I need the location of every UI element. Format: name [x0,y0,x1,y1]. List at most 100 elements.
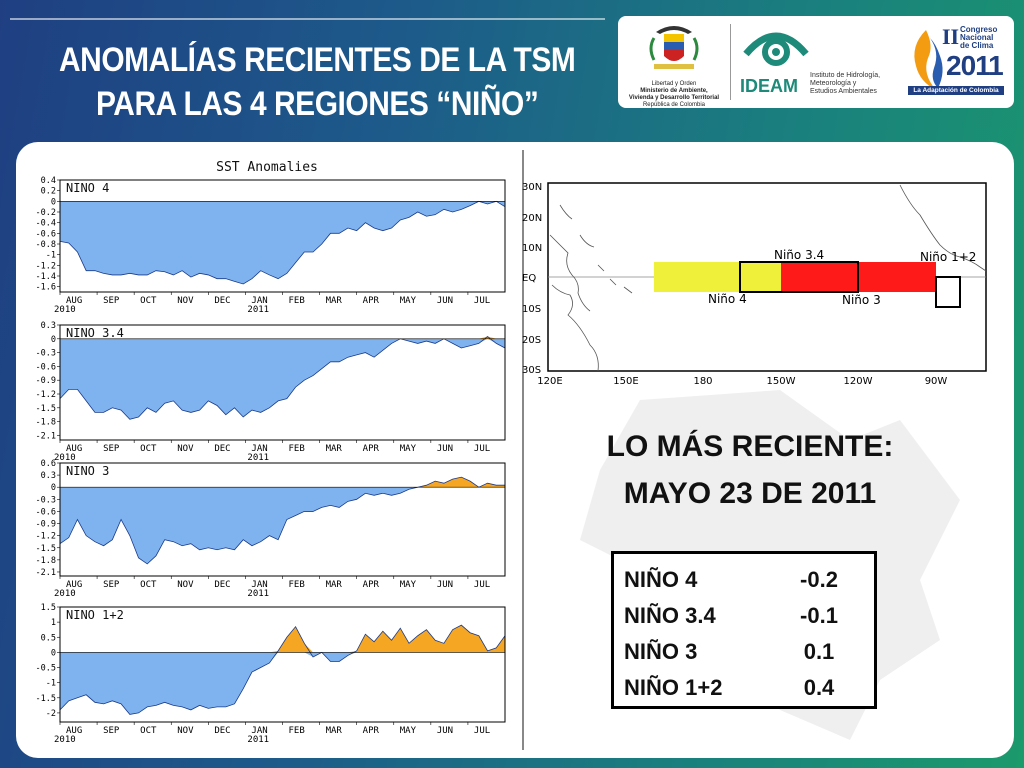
month-label: AUG [66,444,82,454]
lat-tick-label: 20S [522,335,541,346]
negative-anomaly-area [60,652,505,715]
nino4-region [654,262,781,292]
y-tick-label: -1.2 [36,261,56,271]
y-tick-label: -0.8 [36,240,56,250]
month-label: JUN [437,726,453,736]
logo-separator [730,24,731,100]
y-tick-label: -0.9 [36,376,56,386]
y-tick-label: 0 [51,335,56,345]
ministry-text-line1: Ministerio de Ambiente, [640,88,708,94]
month-label: OCT [140,444,157,454]
ideam-text-line1: Instituto de Hidrología, [810,72,881,79]
y-tick-label: 0.6 [41,459,56,469]
month-label: NOV [177,296,194,306]
sst-panel: 1.5 1 0.5 0 -0.5 -1 -1.5 -2 NINO 1+2 AUG SEP OCT NOV… [36,603,506,745]
region-value: -0.1 [800,603,838,628]
anomaly-line [59,624,506,715]
y-tick-label: 0.3 [41,321,56,331]
y-tick-label: -1.5 [36,544,56,554]
region-name: NIÑO 4 [624,567,698,592]
coat-of-arms-icon [649,26,699,69]
congress-roman: II [942,24,960,49]
month-label: MAY [400,296,417,306]
year-label-mid: 2011 [247,589,269,599]
positive-anomaly-area [60,477,505,488]
y-tick-label: -2 [46,709,56,719]
lat-tick-label: 30N [522,182,542,193]
month-label: SEP [103,296,120,306]
lon-tick-label: 90W [925,376,948,387]
lat-tick-label: EQ [522,273,536,284]
y-tick-label: 1 [51,618,56,628]
month-label: JUL [474,444,490,454]
latest-values-table: NIÑO 4 -0.2 NIÑO 3.4 -0.1 NIÑO 3 0.1 NIÑ… [611,551,877,709]
congress-text-1: Congreso [960,25,998,34]
region-value: 0.1 [803,639,835,664]
month-label: MAR [326,444,343,454]
month-label: FEB [289,296,305,306]
region-name: NIÑO 1+2 [624,675,723,700]
table-row: NIÑO 3 0.1 [624,634,864,670]
month-label: SEP [103,726,120,736]
ministry-text-line2: Vivienda y Desarrollo Territorial [628,95,720,101]
month-label: DEC [214,296,230,306]
month-label: AUG [66,580,82,590]
sst-panel: 0.40.20-0.2-0.4-0.6-0.8-1-1.2-1.4-1.6 NIN… [36,176,506,315]
month-label: JUN [437,444,453,454]
month-label: FEB [289,580,305,590]
y-tick-label: 0.5 [41,633,56,643]
month-label: APR [363,296,380,306]
month-label: JUL [474,580,490,590]
y-tick-label: -1.5 [36,694,56,704]
year-label-start: 2010 [54,589,76,599]
month-label: DEC [214,726,230,736]
lon-tick-label: 180 [693,376,712,387]
month-label: OCT [140,296,157,306]
lon-tick-label: 150E [613,376,638,387]
region-name: NIÑO 3.4 [624,603,716,628]
lon-tick-label: 120E [537,376,562,387]
y-tick-label: -1.4 [36,272,56,282]
ideam-text-line3: Estudios Ambientales [810,88,877,95]
negative-anomaly-area [60,201,505,284]
ideam-logo: IDEAM Instituto de Hidrología, Meteorolo… [736,22,896,102]
year-label-start: 2010 [54,453,76,463]
recent-date: MAYO 23 DE 2011 [623,477,877,510]
y-tick-label: 0.3 [41,471,56,481]
label-nino3: Niño 3 [842,293,881,307]
sst-anomalies-chart: SST Anomalies 0.40.20-0.2-0.4-0.6-0.8-1-… [36,160,506,745]
y-tick-label: -1.6 [36,283,56,293]
y-tick-label: 0.2 [41,187,56,197]
region-value: 0.4 [803,675,835,700]
congress-banner: La Adaptación de Colombia [908,86,1004,95]
y-tick-label: -1 [46,251,56,261]
top-rule [10,18,605,20]
month-label: JAN [251,726,267,736]
month-label: JAN [251,296,267,306]
sst-panel: 0.3 0 -0.3 -0.6 -0.9 -1.2 -1.5 -1.8 -2.1 NINO 3.4… [36,321,506,463]
ministry-text-motto: Libertad y Orden [651,81,697,87]
panel-title: NINO 3.4 [66,326,124,340]
month-label: AUG [66,296,82,306]
y-tick-label: 0 [51,648,56,658]
month-label: DEC [214,580,230,590]
month-label: JUL [474,296,490,306]
month-label: MAY [400,444,417,454]
congress-text-3: de Clima [960,41,994,50]
panel-title: NINO 3 [66,464,109,478]
ideam-name: IDEAM [740,76,798,96]
y-tick-label: -1.5 [36,404,56,414]
month-label: FEB [289,444,305,454]
anomaly-line [59,476,505,565]
month-label: OCT [140,726,157,736]
month-label: MAY [400,580,417,590]
month-label: JUN [437,580,453,590]
year-label-mid: 2011 [247,305,269,315]
y-tick-label: -0.3 [36,495,56,505]
y-tick-label: -0.9 [36,520,56,530]
nino34-box [739,261,859,293]
y-tick-label: 0.4 [41,176,56,186]
panel-title: NINO 4 [66,181,109,195]
year-label-mid: 2011 [247,735,269,745]
month-label: MAR [326,296,343,306]
